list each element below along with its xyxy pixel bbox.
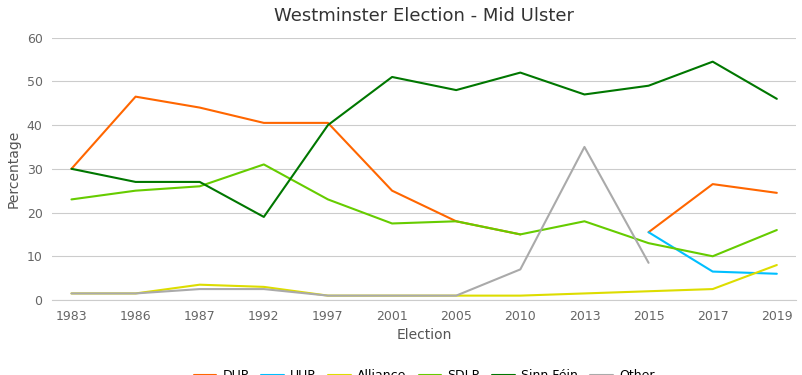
Other [451,293,460,298]
SDLP [387,221,396,226]
Alliance [387,293,396,298]
Line: Sinn Féin: Sinn Féin [71,62,776,217]
SDLP [451,219,460,224]
Alliance [579,291,589,296]
DUP [387,188,396,193]
Sinn Féin [387,75,396,79]
X-axis label: Election: Election [396,328,452,342]
Line: Alliance: Alliance [71,265,776,296]
SDLP [707,254,717,258]
DUP [259,121,269,125]
Sinn Féin [515,70,525,75]
DUP [451,219,460,224]
Other [387,293,396,298]
Line: Other: Other [71,147,648,296]
Sinn Féin [67,166,76,171]
SDLP [579,219,589,224]
Sinn Féin [451,88,460,92]
Y-axis label: Percentage: Percentage [7,130,21,208]
Sinn Féin [771,97,780,101]
DUP [322,121,332,125]
Alliance [771,263,780,267]
Alliance [67,291,76,296]
Sinn Féin [259,214,269,219]
Other [322,293,332,298]
Alliance [195,282,205,287]
SDLP [67,197,76,202]
Alliance [131,291,140,296]
DUP [67,166,76,171]
Other [259,287,269,291]
Alliance [322,293,332,298]
SDLP [259,162,269,166]
Sinn Féin [195,180,205,184]
SDLP [195,184,205,189]
Other [579,145,589,149]
DUP [195,105,205,110]
Sinn Féin [579,92,589,97]
DUP [515,232,525,237]
Alliance [259,285,269,289]
Alliance [515,293,525,298]
Alliance [643,289,653,294]
Legend: DUP, UUP, Alliance, SDLP, Sinn Féin, Other: DUP, UUP, Alliance, SDLP, Sinn Féin, Oth… [188,364,658,375]
Other [643,261,653,265]
SDLP [643,241,653,245]
Line: DUP: DUP [71,97,520,234]
Other [67,291,76,296]
Other [515,267,525,272]
Title: Westminster Election - Mid Ulster: Westminster Election - Mid Ulster [273,7,573,25]
Alliance [451,293,460,298]
Line: SDLP: SDLP [71,164,776,256]
SDLP [322,197,332,202]
Sinn Féin [707,59,717,64]
SDLP [771,228,780,232]
Sinn Féin [643,84,653,88]
Sinn Féin [131,180,140,184]
Other [195,287,205,291]
SDLP [131,188,140,193]
Other [131,291,140,296]
Alliance [707,287,717,291]
Sinn Féin [322,123,332,128]
SDLP [515,232,525,237]
DUP [131,94,140,99]
